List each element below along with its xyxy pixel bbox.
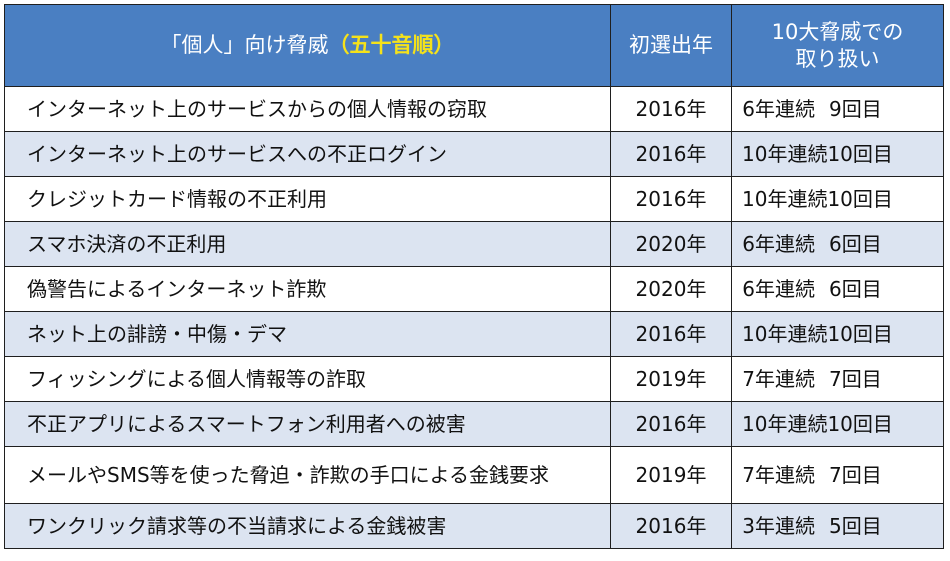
threat-name: インターネット上のサービスへの不正ログイン xyxy=(4,131,611,177)
streak-label: 年連続 xyxy=(755,513,815,538)
threat-name: ワンクリック請求等の不当請求による金銭被害 xyxy=(4,503,611,549)
first-year: 2020年 xyxy=(610,221,732,267)
count-cell: 6年連続 6回目 xyxy=(731,221,944,267)
table-row: ネット上の誹謗・中傷・デマ 2016年 10年連続10回目 xyxy=(4,311,944,357)
streak-years: 6 xyxy=(742,276,755,301)
threat-name: スマホ決済の不正利用 xyxy=(4,221,611,267)
count-cell: 7年連続 7回目 xyxy=(731,446,944,504)
threat-name: 偽警告によるインターネット詐欺 xyxy=(4,266,611,312)
count-cell: 6年連続 9回目 xyxy=(731,86,944,132)
streak-label: 年連続 xyxy=(755,231,815,256)
table-row: クレジットカード情報の不正利用 2016年 10年連続10回目 xyxy=(4,176,944,222)
threat-name: ネット上の誹謗・中傷・デマ xyxy=(4,311,611,357)
streak-years: 7 xyxy=(742,366,755,391)
times-label: 回目 xyxy=(852,321,893,346)
streak-years: 6 xyxy=(742,231,755,256)
times-count: 9 xyxy=(829,96,842,121)
streak-label: 年連続 xyxy=(767,411,828,436)
table-row: インターネット上のサービスからの個人情報の窃取 2016年 6年連続 9回目 xyxy=(4,86,944,132)
table-row: ワンクリック請求等の不当請求による金銭被害 2016年 3年連続 5回目 xyxy=(4,503,944,549)
times-count: 10 xyxy=(827,141,853,166)
times-label: 回目 xyxy=(841,276,882,301)
times-label: 回目 xyxy=(841,462,882,487)
times-label: 回目 xyxy=(841,366,882,391)
header-threat: 「個人」向け脅威（五十音順） xyxy=(4,4,611,87)
times-count: 6 xyxy=(829,276,842,301)
streak-label: 年連続 xyxy=(767,186,828,211)
header-count: 10大脅威での 取り扱い xyxy=(731,4,944,87)
streak-years: 10 xyxy=(742,141,768,166)
first-year: 2016年 xyxy=(610,401,732,447)
table-row: インターネット上のサービスへの不正ログイン 2016年 10年連続10回目 xyxy=(4,131,944,177)
times-label: 回目 xyxy=(841,231,882,256)
threat-name: クレジットカード情報の不正利用 xyxy=(4,176,611,222)
threat-table-frame: 「個人」向け脅威（五十音順） 初選出年 10大脅威での 取り扱い インターネット上… xyxy=(4,4,944,549)
streak-label: 年連続 xyxy=(755,276,815,301)
count-cell: 10年連続10回目 xyxy=(731,311,944,357)
table-row: フィッシングによる個人情報等の詐取 2019年 7年連続 7回目 xyxy=(4,356,944,402)
times-count: 10 xyxy=(827,321,853,346)
times-count: 7 xyxy=(829,462,842,487)
count-cell: 7年連続 7回目 xyxy=(731,356,944,402)
threat-name: フィッシングによる個人情報等の詐取 xyxy=(4,356,611,402)
streak-label: 年連続 xyxy=(767,141,828,166)
header-threat-prefix: 「個人」向け脅威 xyxy=(160,33,329,57)
count-cell: 10年連続10回目 xyxy=(731,176,944,222)
first-year: 2016年 xyxy=(610,176,732,222)
times-label: 回目 xyxy=(852,141,893,166)
streak-label: 年連続 xyxy=(767,321,828,346)
first-year: 2019年 xyxy=(610,446,732,504)
table-header-row: 「個人」向け脅威（五十音順） 初選出年 10大脅威での 取り扱い xyxy=(4,4,944,87)
streak-years: 6 xyxy=(742,96,755,121)
times-count: 10 xyxy=(827,411,853,436)
count-cell: 3年連続 5回目 xyxy=(731,503,944,549)
first-year: 2016年 xyxy=(610,503,732,549)
first-year: 2016年 xyxy=(610,311,732,357)
header-count-line2: 取り扱い xyxy=(795,46,880,71)
threat-name: 不正アプリによるスマートフォン利用者への被害 xyxy=(4,401,611,447)
count-cell: 10年連続10回目 xyxy=(731,131,944,177)
header-threat-accent: （五十音順） xyxy=(328,33,455,57)
times-count: 6 xyxy=(829,231,842,256)
times-label: 回目 xyxy=(852,186,893,211)
times-label: 回目 xyxy=(841,513,882,538)
streak-years: 3 xyxy=(742,513,755,538)
first-year: 2016年 xyxy=(610,86,732,132)
header-count-line1: 10大脅威での xyxy=(771,19,904,44)
times-count: 5 xyxy=(829,513,842,538)
count-cell: 6年連続 6回目 xyxy=(731,266,944,312)
first-year: 2019年 xyxy=(610,356,732,402)
threat-table: 「個人」向け脅威（五十音順） 初選出年 10大脅威での 取り扱い インターネット上… xyxy=(4,4,944,549)
streak-label: 年連続 xyxy=(755,96,815,121)
streak-years: 10 xyxy=(742,321,768,346)
streak-years: 7 xyxy=(742,462,755,487)
streak-years: 10 xyxy=(742,411,768,436)
table-row: メールやSMS等を使った脅迫・詐欺の手口による金銭要求 2019年 7年連続 7回… xyxy=(4,446,944,504)
streak-label: 年連続 xyxy=(755,462,815,487)
first-year: 2020年 xyxy=(610,266,732,312)
header-first-year: 初選出年 xyxy=(610,4,732,87)
times-label: 回目 xyxy=(841,96,882,121)
threat-name: インターネット上のサービスからの個人情報の窃取 xyxy=(4,86,611,132)
times-label: 回目 xyxy=(852,411,893,436)
streak-years: 10 xyxy=(742,186,768,211)
times-count: 7 xyxy=(829,366,842,391)
threat-name: メールやSMS等を使った脅迫・詐欺の手口による金銭要求 xyxy=(4,446,611,504)
table-row: 偽警告によるインターネット詐欺 2020年 6年連続 6回目 xyxy=(4,266,944,312)
count-cell: 10年連続10回目 xyxy=(731,401,944,447)
table-row: 不正アプリによるスマートフォン利用者への被害 2016年 10年連続10回目 xyxy=(4,401,944,447)
table-row: スマホ決済の不正利用 2020年 6年連続 6回目 xyxy=(4,221,944,267)
times-count: 10 xyxy=(827,186,853,211)
first-year: 2016年 xyxy=(610,131,732,177)
streak-label: 年連続 xyxy=(755,366,815,391)
